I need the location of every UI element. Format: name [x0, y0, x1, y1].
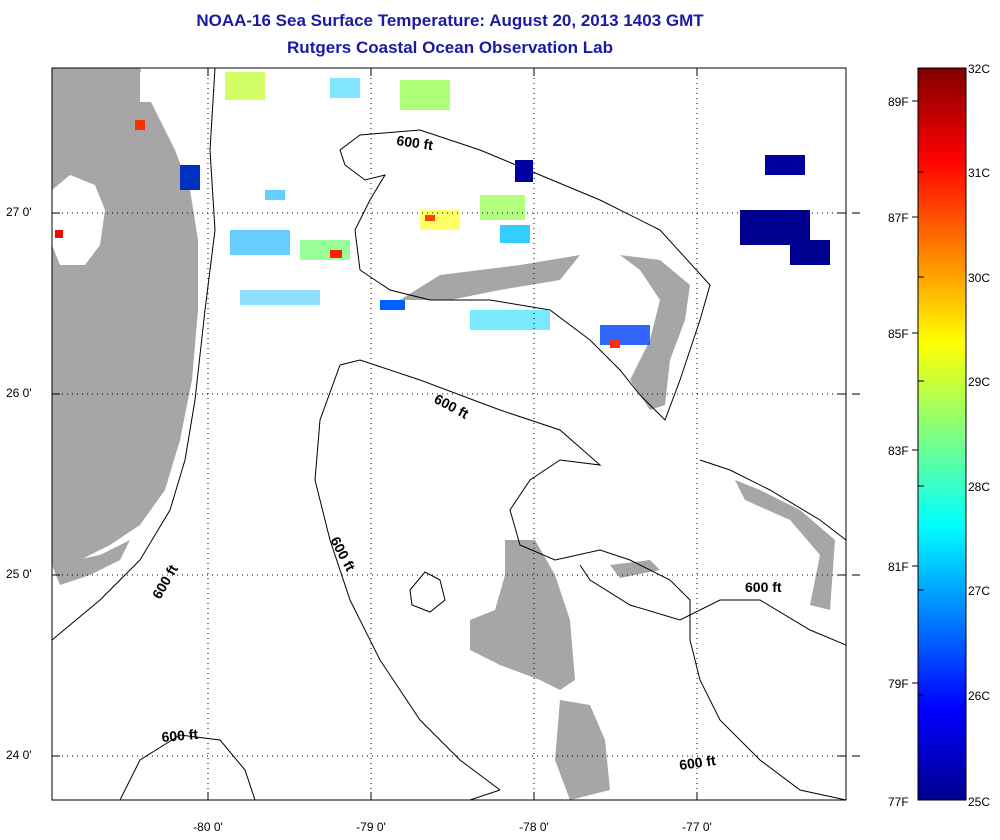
cb-fahrenheit-81: 81F — [888, 560, 909, 574]
contour-label-tongue: 600 ft — [432, 391, 472, 422]
cb-fahrenheit-79: 79F — [888, 677, 909, 691]
map-title: NOAA-16 Sea Surface Temperature: August … — [196, 11, 704, 30]
abaco-island — [620, 255, 690, 410]
new-providence — [610, 560, 660, 578]
contour-great-bahama-bank — [339, 359, 846, 800]
cb-celsius-28: 28C — [968, 480, 991, 494]
andros-island — [470, 540, 575, 690]
map-frame — [51, 67, 847, 801]
contour-west-bank — [314, 364, 501, 800]
contour-label-southeast: 600 ft — [678, 752, 717, 773]
cb-celsius-32: 32C — [968, 62, 991, 76]
contour-label-west: 600 ft — [327, 534, 358, 574]
map-subtitle: Rutgers Coastal Ocean Observation Lab — [287, 38, 613, 57]
colorbar — [917, 67, 967, 801]
lat-label-26: 26 0' — [6, 386, 32, 400]
florida-keys — [52, 540, 130, 585]
andros-south — [555, 700, 610, 800]
lat-label-24: 24 0' — [6, 748, 32, 762]
grand-bahama-island — [400, 255, 580, 300]
lon-label-80: -80 0' — [193, 820, 223, 834]
contour-florida — [52, 68, 216, 641]
lat-label-25: 25 0' — [6, 567, 32, 581]
cb-celsius-27: 27C — [968, 584, 991, 598]
lake-okeechobee — [52, 175, 105, 265]
contour-small-bank — [409, 571, 446, 613]
cb-celsius-29: 29C — [968, 375, 991, 389]
cb-fahrenheit-77: 77F — [888, 795, 909, 809]
contour-little-bahama-bank — [339, 129, 711, 421]
cb-celsius-30: 30C — [968, 271, 991, 285]
eleuthera-island — [735, 480, 835, 610]
cb-fahrenheit-87: 87F — [888, 211, 909, 225]
cb-fahrenheit-89: 89F — [888, 95, 909, 109]
contour-label-florida: 600 ft — [149, 562, 181, 602]
sst-pixel-field — [55, 72, 830, 348]
map-grid — [52, 68, 846, 800]
cb-celsius-26: 26C — [968, 689, 991, 703]
colorbar-ticks — [912, 100, 924, 696]
cb-celsius-25: 25C — [968, 795, 991, 809]
cb-fahrenheit-83: 83F — [888, 444, 909, 458]
contour-label-east: 600 ft — [745, 579, 782, 595]
map-ticks — [52, 68, 860, 800]
contour-cay-sal — [119, 734, 256, 800]
lon-label-79: -79 0' — [356, 820, 386, 834]
cb-fahrenheit-85: 85F — [888, 327, 909, 341]
cb-celsius-31: 31C — [968, 166, 991, 180]
lon-label-77: -77 0' — [682, 820, 712, 834]
lat-label-27: 27 0' — [6, 205, 32, 219]
lon-label-78: -78 0' — [519, 820, 549, 834]
contour-label-southwest: 600 ft — [161, 726, 199, 745]
contour-label-north: 600 ft — [396, 132, 435, 153]
